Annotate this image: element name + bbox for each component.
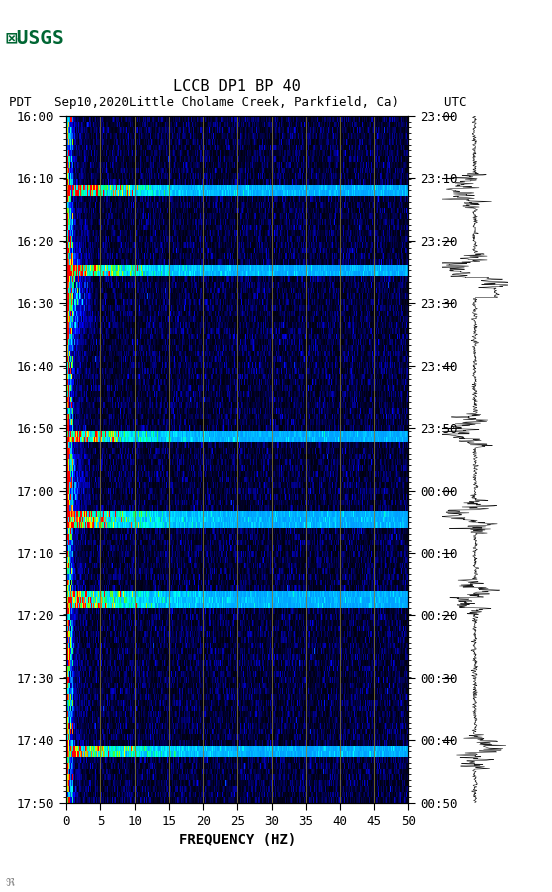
Text: ⊠USGS: ⊠USGS bbox=[6, 29, 64, 47]
X-axis label: FREQUENCY (HZ): FREQUENCY (HZ) bbox=[179, 833, 296, 847]
Text: ℜ: ℜ bbox=[6, 878, 14, 888]
Text: LCCB DP1 BP 40: LCCB DP1 BP 40 bbox=[173, 78, 301, 94]
Text: PDT   Sep10,2020Little Cholame Creek, Parkfield, Ca)      UTC: PDT Sep10,2020Little Cholame Creek, Park… bbox=[9, 95, 466, 109]
